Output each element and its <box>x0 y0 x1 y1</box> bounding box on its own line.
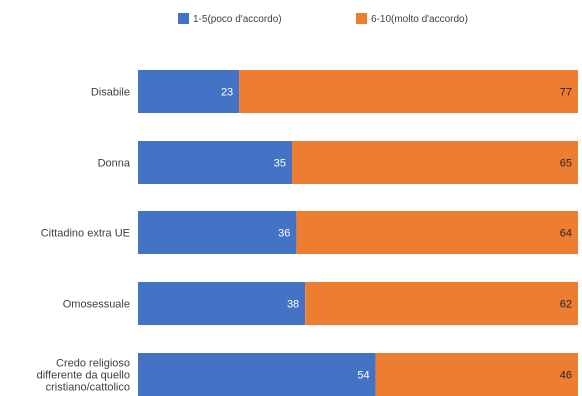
value-label-1-2: 35 <box>274 158 286 170</box>
value-label-2-3: 64 <box>560 228 572 240</box>
legend-swatch-2 <box>356 13 367 24</box>
bar-segment-1-5 <box>138 353 376 396</box>
bar-segment-1-4 <box>138 282 306 325</box>
legend: 1-5(poco d'accordo) 6-10(molto d'accordo) <box>178 13 468 25</box>
category-label-2: Donna <box>98 158 131 170</box>
value-label-2-4: 62 <box>560 299 572 311</box>
value-label-2-5: 46 <box>560 370 572 382</box>
bar-segment-2-1 <box>239 70 578 113</box>
value-label-2-1: 77 <box>560 87 572 99</box>
category-label-5-line-3: cristiano/cattolico <box>46 382 130 394</box>
bar-segment-2-5 <box>375 353 578 396</box>
category-labels: Disabile Donna Cittadino extra UE Omosessua… <box>37 87 131 394</box>
value-label-1-4: 38 <box>287 299 299 311</box>
bar-segment-1-2 <box>138 141 292 184</box>
legend-swatch-1 <box>178 13 189 24</box>
bars: 23 77 35 65 36 64 38 62 54 46 <box>138 70 578 396</box>
bar-segment-1-3 <box>138 211 297 254</box>
category-label-3: Cittadino extra UE <box>41 228 130 240</box>
value-label-1-5: 54 <box>357 370 369 382</box>
category-label-4: Omosessuale <box>63 299 130 311</box>
value-label-1-1: 23 <box>221 87 233 99</box>
category-label-5-line-1: Credo religioso <box>56 358 130 370</box>
legend-label-1: 1-5(poco d'accordo) <box>193 14 282 25</box>
category-label-5-line-2: differente da quello <box>37 370 130 382</box>
value-label-1-3: 36 <box>278 228 290 240</box>
bar-segment-2-4 <box>305 282 578 325</box>
value-label-2-2: 65 <box>560 158 572 170</box>
legend-label-2: 6-10(molto d'accordo) <box>371 14 468 25</box>
bar-segment-2-2 <box>292 141 578 184</box>
category-label-1: Disabile <box>91 87 130 99</box>
bar-segment-1-1 <box>138 70 240 113</box>
bar-segment-2-3 <box>296 211 578 254</box>
